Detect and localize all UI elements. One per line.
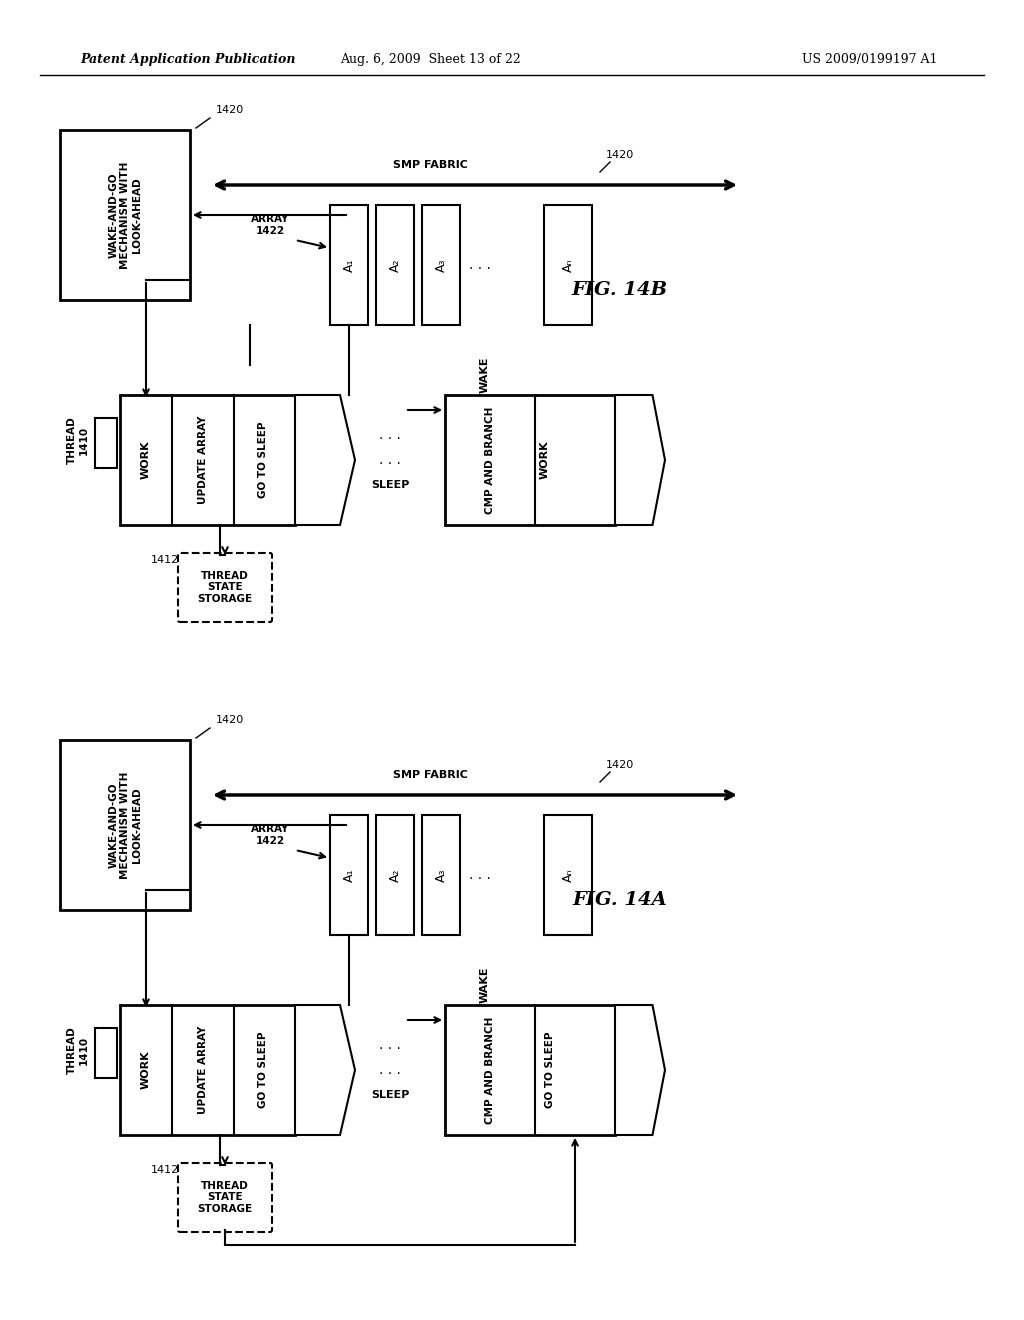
Bar [422, 814, 460, 935]
Text: Aₙ: Aₙ [561, 869, 574, 882]
Bar [60, 741, 190, 909]
Bar [544, 205, 592, 325]
Text: FIG. 14B: FIG. 14B [572, 281, 668, 300]
Text: WAKE-AND-GO
MECHANISM WITH
LOOK-AHEAD: WAKE-AND-GO MECHANISM WITH LOOK-AHEAD [109, 161, 141, 269]
Text: WAKE: WAKE [480, 356, 490, 393]
Text: . . .: . . . [379, 453, 401, 467]
Text: THREAD
1410: THREAD 1410 [68, 416, 89, 463]
Text: FIG. 14A: FIG. 14A [572, 891, 668, 909]
Text: Aₙ: Aₙ [561, 259, 574, 272]
Text: GO TO SLEEP: GO TO SLEEP [545, 1032, 555, 1109]
Text: SLEEP: SLEEP [371, 480, 410, 490]
Text: THREAD
1410: THREAD 1410 [68, 1026, 89, 1074]
Text: CMP AND BRANCH: CMP AND BRANCH [485, 407, 495, 513]
Text: 1420: 1420 [606, 150, 634, 160]
Bar [544, 814, 592, 935]
Bar [445, 1005, 615, 1135]
Bar [120, 1005, 295, 1135]
Text: . . .: . . . [469, 869, 490, 882]
Text: A₁: A₁ [342, 259, 355, 272]
Text: SMP FABRIC: SMP FABRIC [392, 160, 467, 170]
Text: 1412: 1412 [151, 554, 179, 565]
Bar [376, 814, 414, 935]
Text: US 2009/0199197 A1: US 2009/0199197 A1 [802, 54, 938, 66]
Text: SMP FABRIC: SMP FABRIC [392, 770, 467, 780]
Bar [445, 395, 615, 525]
Text: Patent Application Publication: Patent Application Publication [80, 54, 296, 66]
Text: 1420: 1420 [216, 106, 244, 115]
Text: A₁: A₁ [342, 869, 355, 882]
Text: SLEEP: SLEEP [371, 1090, 410, 1100]
Text: WAKE: WAKE [480, 966, 490, 1003]
Polygon shape [615, 395, 665, 525]
Text: . . .: . . . [469, 257, 490, 272]
Text: GO TO SLEEP: GO TO SLEEP [258, 422, 268, 498]
Text: ARRAY
1422: ARRAY 1422 [251, 824, 289, 846]
Text: UPDATE ARRAY: UPDATE ARRAY [198, 1026, 208, 1114]
Text: A₂: A₂ [388, 869, 401, 882]
Bar [60, 129, 190, 300]
Text: A₃: A₃ [434, 259, 447, 272]
Bar [330, 205, 368, 325]
Text: . . .: . . . [379, 1063, 401, 1077]
Text: Aug. 6, 2009  Sheet 13 of 22: Aug. 6, 2009 Sheet 13 of 22 [340, 54, 520, 66]
Bar [120, 395, 295, 525]
Text: UPDATE ARRAY: UPDATE ARRAY [198, 416, 208, 504]
Bar [376, 205, 414, 325]
Bar [95, 418, 117, 469]
Text: . . .: . . . [379, 1038, 401, 1052]
Text: . . .: . . . [379, 428, 401, 442]
Text: THREAD
STATE
STORAGE: THREAD STATE STORAGE [198, 1181, 253, 1214]
Polygon shape [295, 395, 355, 525]
Text: 1420: 1420 [606, 760, 634, 770]
Text: 1420: 1420 [216, 715, 244, 725]
Polygon shape [615, 1005, 665, 1135]
Text: A₃: A₃ [434, 869, 447, 882]
Text: WORK: WORK [141, 441, 151, 479]
Text: GO TO SLEEP: GO TO SLEEP [258, 1032, 268, 1109]
Polygon shape [295, 1005, 355, 1135]
Text: A₂: A₂ [388, 259, 401, 272]
Bar [95, 1028, 117, 1078]
Bar [422, 205, 460, 325]
FancyBboxPatch shape [178, 1163, 272, 1232]
Bar [330, 814, 368, 935]
Text: THREAD
STATE
STORAGE: THREAD STATE STORAGE [198, 570, 253, 605]
Text: WORK: WORK [141, 1051, 151, 1089]
Text: WAKE-AND-GO
MECHANISM WITH
LOOK-AHEAD: WAKE-AND-GO MECHANISM WITH LOOK-AHEAD [109, 771, 141, 879]
Text: ARRAY
1422: ARRAY 1422 [251, 214, 289, 236]
Text: 1412: 1412 [151, 1166, 179, 1175]
Text: WORK: WORK [540, 441, 550, 479]
Text: CMP AND BRANCH: CMP AND BRANCH [485, 1016, 495, 1123]
FancyBboxPatch shape [178, 553, 272, 622]
